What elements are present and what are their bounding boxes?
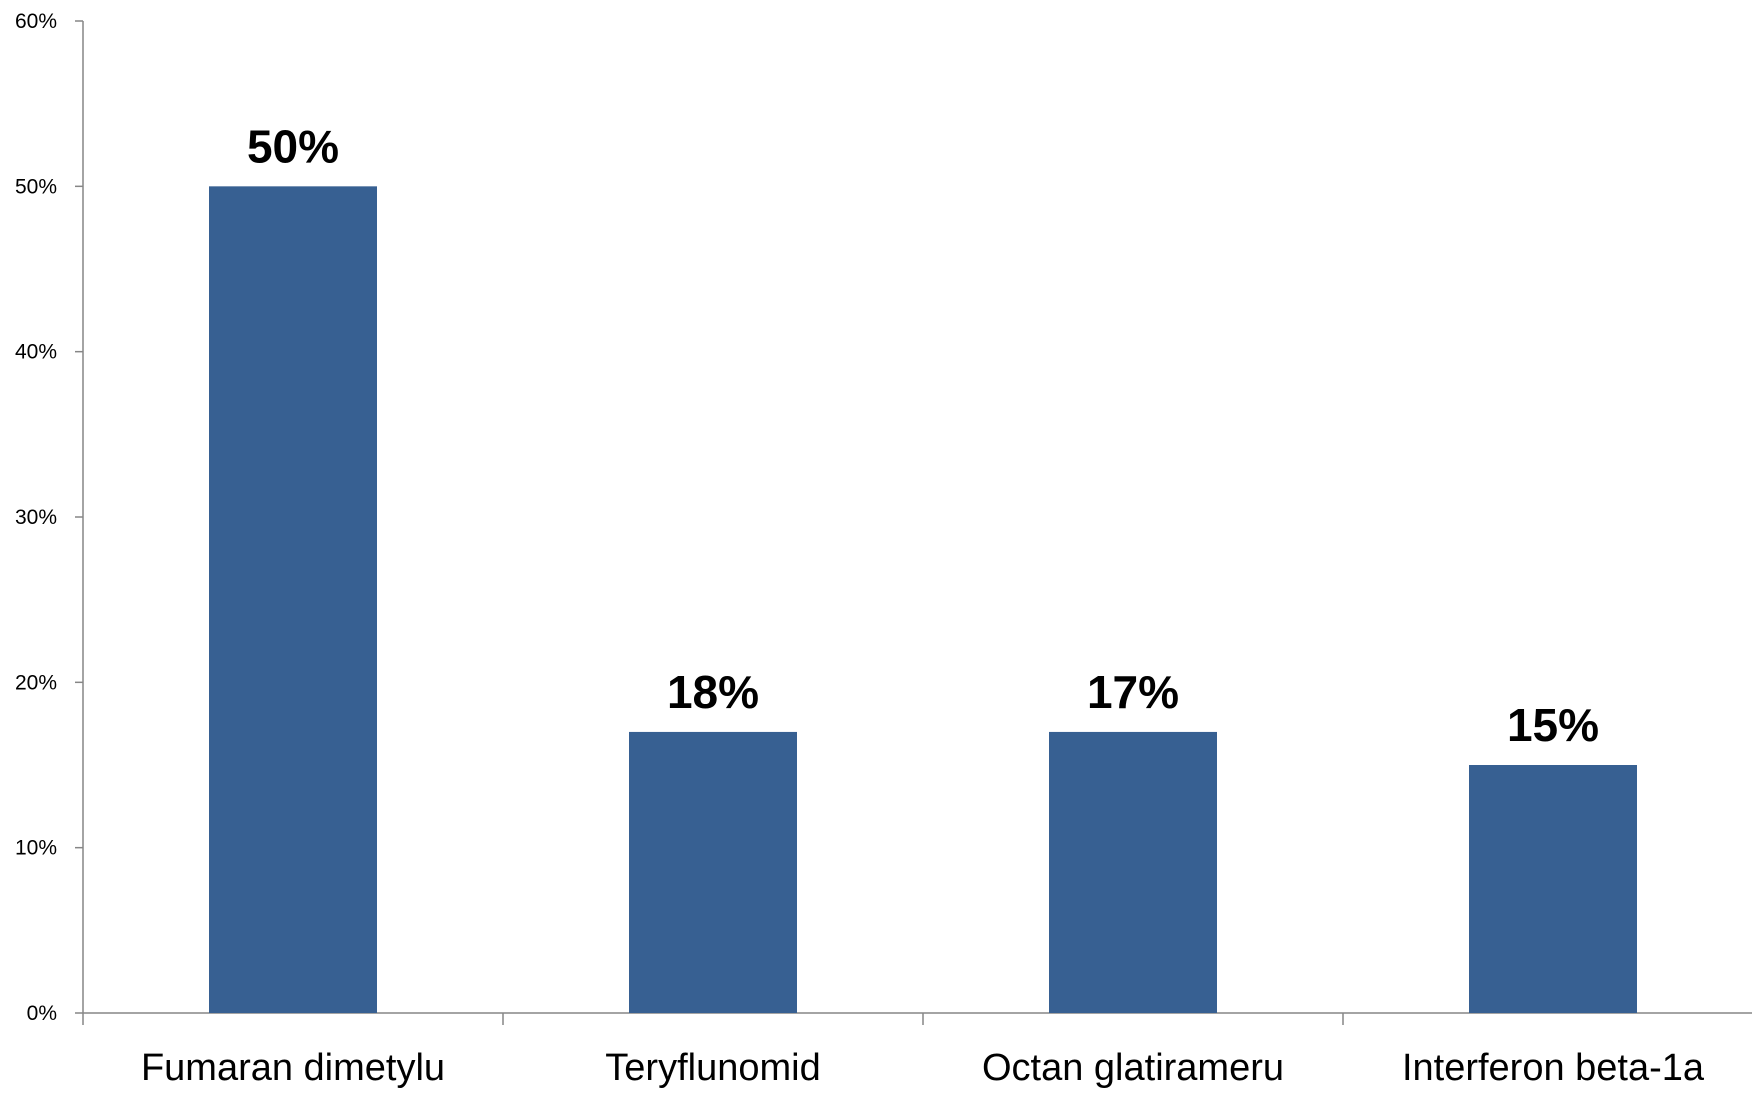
y-tick-label: 20% [15, 671, 57, 694]
y-tick-label: 10% [15, 837, 57, 860]
bar [209, 186, 377, 1014]
x-tick-label: Fumaran dimetylu [141, 1047, 445, 1089]
data-label: 18% [667, 666, 759, 718]
y-tick-label: 40% [15, 341, 57, 364]
y-tick-label: 30% [15, 506, 57, 529]
data-label: 15% [1507, 699, 1599, 751]
bar [629, 731, 797, 1013]
data-labels: 50% 18% 17% 15% [247, 120, 1599, 751]
x-tick-label: Interferon beta-1a [1402, 1047, 1705, 1089]
data-label: 50% [247, 120, 339, 172]
x-tick-label: Teryflunomid [605, 1047, 820, 1089]
y-tick-label: 50% [15, 175, 57, 198]
bar [1469, 765, 1637, 1013]
x-axis: Fumaran dimetylu Teryflunomid Octan glatir… [82, 1012, 1752, 1089]
data-label: 17% [1087, 666, 1179, 718]
bar [1049, 731, 1217, 1013]
x-tick-label: Octan glatirameru [982, 1047, 1284, 1089]
bars [209, 186, 1637, 1014]
y-tick-label: 60% [15, 10, 57, 33]
y-axis: 0% 10% 20% 30% 40% 50% 60% [15, 10, 84, 1025]
y-tick-label: 0% [27, 1002, 57, 1025]
